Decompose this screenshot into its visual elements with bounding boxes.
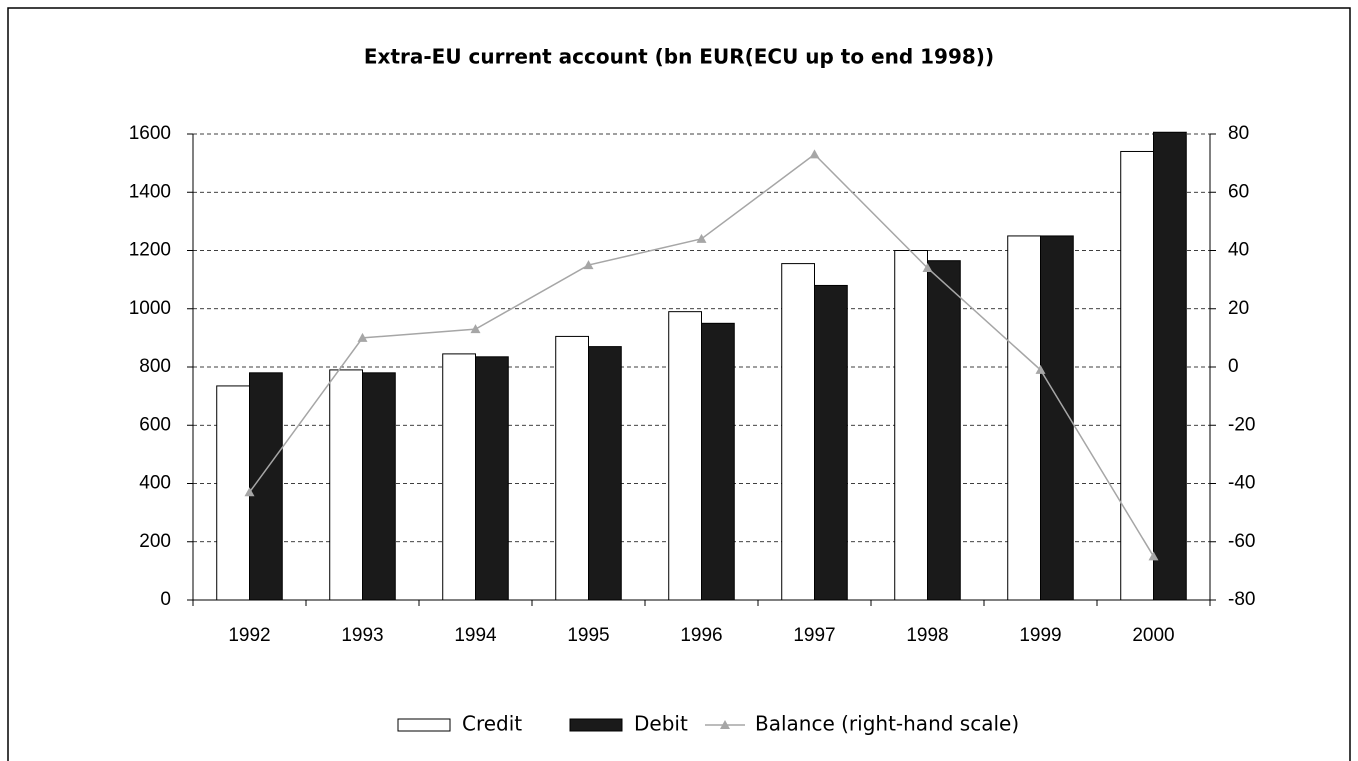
balance-marker <box>583 260 594 270</box>
y-tick-label: 1000 <box>129 298 171 319</box>
legend-swatch <box>569 718 623 732</box>
bar <box>781 263 815 601</box>
x-tick-label: 1992 <box>228 625 270 646</box>
x-tick-label: 1995 <box>567 625 609 646</box>
x-tick-label: 2000 <box>1132 625 1174 646</box>
x-tick-label: 1996 <box>680 625 722 646</box>
bar <box>216 385 250 601</box>
balance-marker <box>922 262 933 272</box>
y2-tick-label: -40 <box>1228 473 1255 494</box>
balance-marker <box>809 149 820 159</box>
balance-marker <box>244 487 255 497</box>
balance-marker <box>1035 364 1046 374</box>
bar <box>814 284 848 601</box>
bar <box>555 335 589 601</box>
chart-title: Extra-EU current account (bn EUR(ECU up … <box>364 45 994 69</box>
bar <box>668 311 702 601</box>
y-tick-label: 1400 <box>129 181 171 202</box>
y-tick-label: 1600 <box>129 123 171 144</box>
x-tick-label: 1994 <box>454 625 497 646</box>
balance-marker <box>1148 551 1159 561</box>
y-tick-label: 800 <box>139 356 171 377</box>
balance-marker <box>357 332 368 342</box>
bar <box>329 369 364 601</box>
legend-label: Debit <box>634 712 688 736</box>
bar <box>1007 235 1041 601</box>
y2-tick-label: -80 <box>1228 589 1255 610</box>
balance-marker <box>470 324 481 334</box>
y-tick-label: 0 <box>160 589 171 610</box>
bar <box>927 260 961 601</box>
bar <box>249 372 283 601</box>
bar <box>894 250 928 601</box>
y-tick-label: 200 <box>139 531 171 552</box>
bar <box>1120 150 1154 601</box>
y2-tick-label: 60 <box>1228 181 1249 202</box>
legend-marker <box>720 720 730 729</box>
legend-label: Credit <box>462 712 522 736</box>
bar <box>442 353 477 601</box>
x-tick-label: 1997 <box>793 625 835 646</box>
x-tick-label: 1998 <box>906 625 948 646</box>
y2-tick-label: 0 <box>1228 356 1239 377</box>
y2-tick-label: 40 <box>1228 240 1249 261</box>
y2-tick-label: -20 <box>1228 414 1255 435</box>
bar <box>1040 235 1074 601</box>
legend-swatch <box>397 718 451 732</box>
balance-marker <box>696 233 707 243</box>
y2-tick-label: 20 <box>1228 298 1249 319</box>
y2-tick-label: 80 <box>1228 123 1249 144</box>
bar <box>362 372 396 601</box>
x-tick-label: 1999 <box>1019 625 1061 646</box>
legend-label: Balance (right-hand scale) <box>755 712 1019 736</box>
y-tick-label: 400 <box>139 473 171 494</box>
bar <box>701 322 735 601</box>
bar <box>475 356 509 601</box>
y2-tick-label: -60 <box>1228 531 1255 552</box>
y-tick-label: 600 <box>139 414 171 435</box>
bar <box>588 346 622 601</box>
y-tick-label: 1200 <box>129 240 171 261</box>
frame <box>7 7 1351 761</box>
x-tick-label: 1993 <box>341 625 383 646</box>
bar <box>1153 131 1187 601</box>
